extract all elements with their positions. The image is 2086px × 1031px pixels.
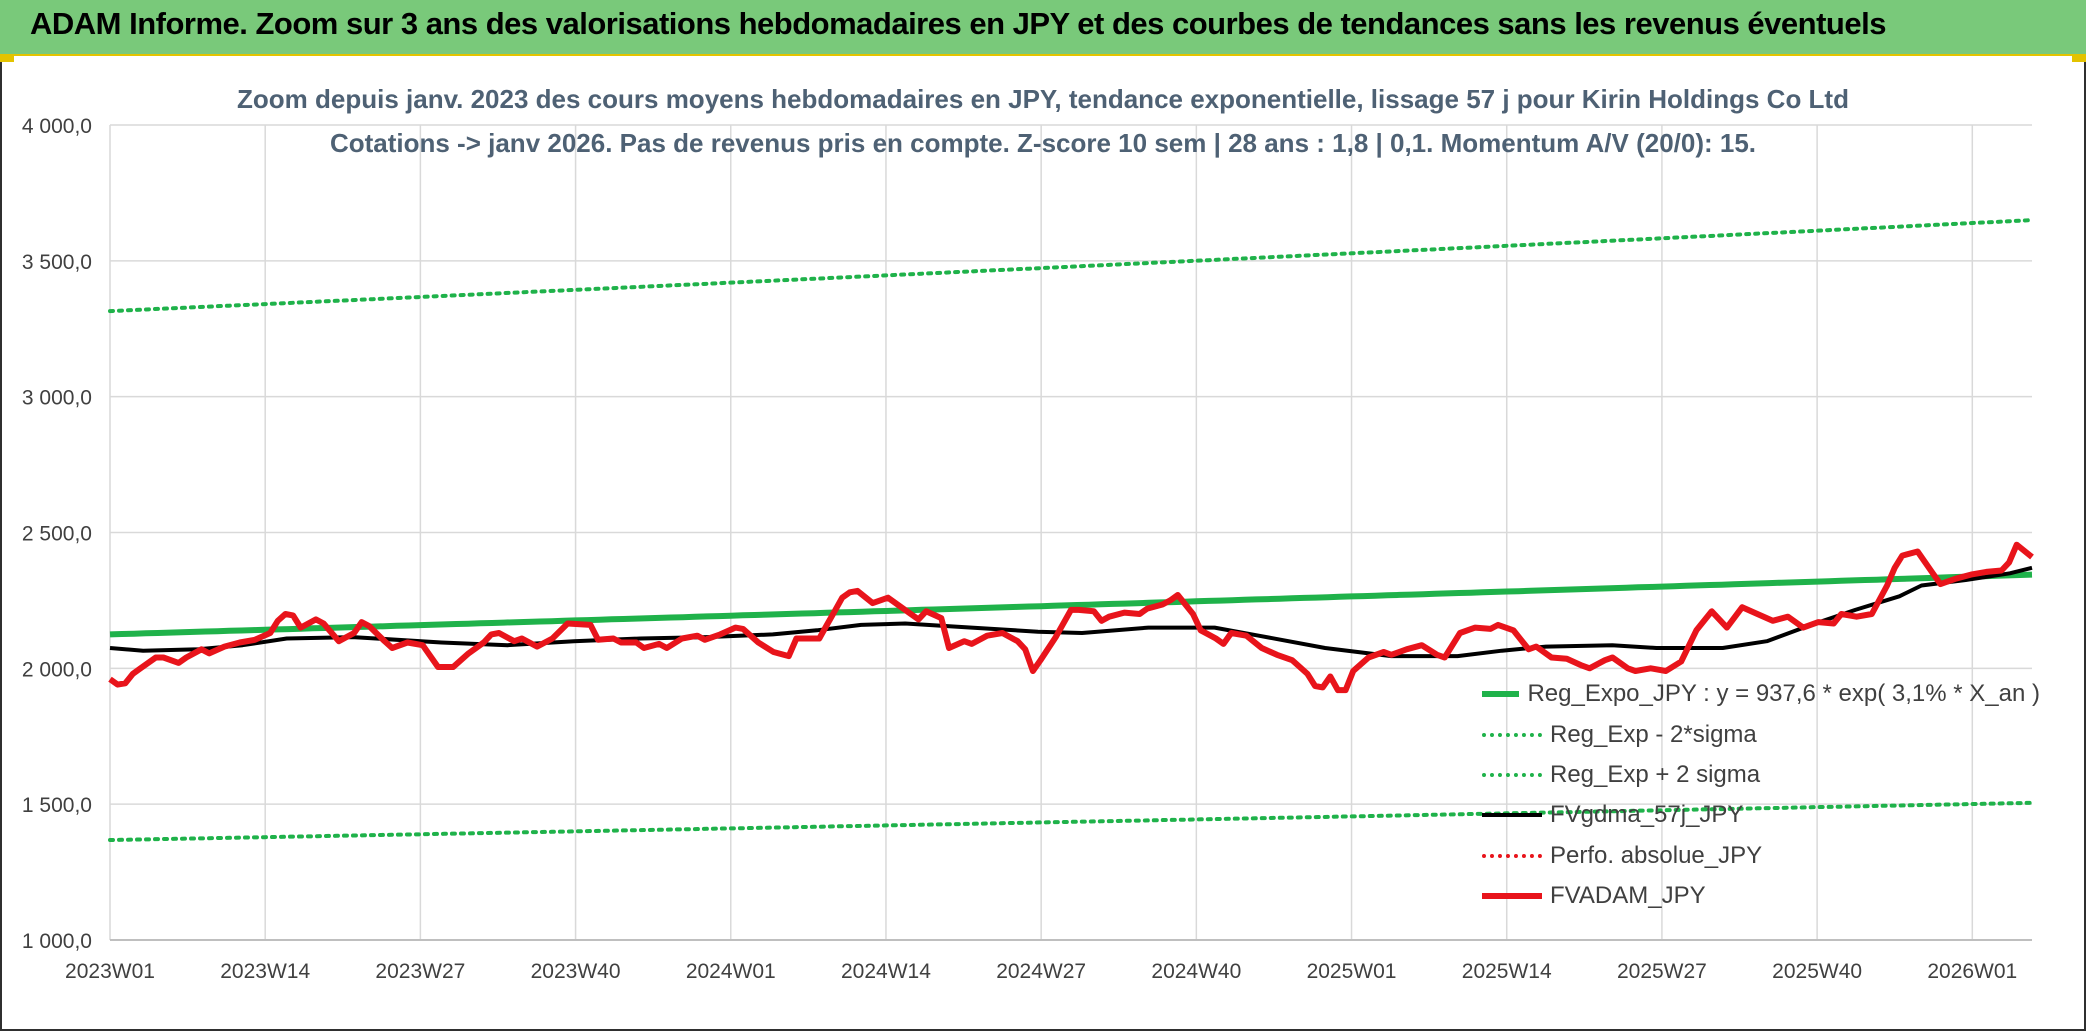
axis-layer: 1 000,0 1 500,0 2 000,0 2 500,0 3 000,0 3 500… (22, 115, 2032, 983)
y-tick-label: 1 500,0 (22, 794, 92, 817)
legend-swatch (1482, 853, 1542, 858)
series-reg-expo-lower (108, 800, 2034, 842)
y-tick-label: 1 000,0 (22, 930, 92, 953)
chart-title-line1: Zoom depuis janv. 2023 des cours moyens … (237, 84, 1849, 114)
y-tick-label: 3 000,0 (22, 387, 92, 410)
grid-layer (109, 124, 2032, 941)
x-tick-label: 2023W40 (531, 960, 621, 983)
y-tick-label: 3 500,0 (22, 251, 92, 274)
legend-item: Reg_Expo_JPY : y = 937,6 * exp( 3,1% * X… (1480, 674, 2040, 714)
x-tick-label: 2025W14 (1462, 960, 1552, 983)
header-accent-right (2072, 54, 2086, 62)
legend-item: FVgdma_57j_JPY (1480, 795, 2040, 835)
legend-swatch (1482, 691, 1520, 698)
x-tick-label: 2024W40 (1151, 960, 1241, 983)
x-tick-label: 2024W14 (841, 960, 931, 983)
legend-swatch (1482, 893, 1542, 900)
chart-legend: Reg_Expo_JPY : y = 937,6 * exp( 3,1% * X… (1480, 674, 2040, 916)
legend-item: Perfo. absolue_JPY (1480, 836, 2040, 876)
legend-label: Reg_Exp + 2 sigma (1550, 760, 1761, 788)
legend-label: Reg_Exp - 2*sigma (1550, 720, 1757, 748)
x-tick-label: 2023W14 (220, 960, 310, 983)
series-fvadam (108, 541, 2034, 694)
series-reg-expo-upper (108, 218, 2034, 314)
legend-swatch (1482, 772, 1542, 777)
legend-swatch (1482, 732, 1542, 737)
report-header: ADAM Informe. Zoom sur 3 ans des valoris… (0, 0, 2086, 56)
series-reg-expo (109, 571, 2033, 638)
series-layer (108, 218, 2034, 842)
legend-label: Perfo. absolue_JPY (1550, 841, 1763, 869)
chart-title-line2: Cotations -> janv 2026. Pas de revenus p… (329, 128, 1757, 158)
y-tick-label: 2 500,0 (22, 523, 92, 546)
legend-label: FVADAM_JPY (1550, 882, 1706, 910)
legend-label: Reg_Expo_JPY : y = 937,6 * exp( 3,1% * X… (1527, 680, 2040, 708)
legend-item: Reg_Exp - 2*sigma (1480, 714, 2040, 754)
x-tick-label: 2023W01 (65, 960, 155, 983)
x-tick-label: 2026W01 (1927, 960, 2017, 983)
x-tick-label: 2023W27 (375, 960, 465, 983)
legend-swatch (1482, 813, 1542, 818)
legend-item: Reg_Exp + 2 sigma (1480, 755, 2040, 795)
legend-item: FVADAM_JPY (1480, 876, 2040, 916)
y-tick-label: 2 000,0 (22, 658, 92, 681)
report-title: ADAM Informe. Zoom sur 3 ans des valoris… (30, 6, 1886, 41)
x-tick-label: 2025W27 (1617, 960, 1707, 983)
x-tick-label: 2024W01 (686, 960, 776, 983)
y-tick-label: 4 000,0 (22, 115, 92, 138)
x-tick-label: 2025W40 (1772, 960, 1862, 983)
x-tick-label: 2024W27 (996, 960, 1086, 983)
legend-label: FVgdma_57j_JPY (1550, 801, 1744, 829)
x-tick-label: 2025W01 (1307, 960, 1397, 983)
header-accent-left (0, 54, 14, 62)
